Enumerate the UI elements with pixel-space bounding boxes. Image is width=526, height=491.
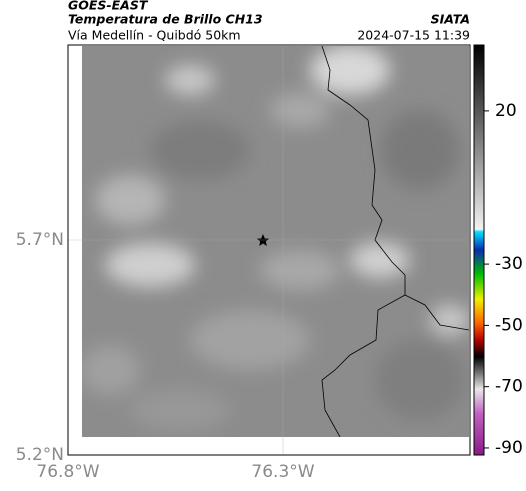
title: GOES-EAST [68,0,149,13]
colorbar-label: -70 [495,377,523,397]
map-frame [67,44,471,456]
colorbar-label: -90 [495,438,523,458]
timestamp: 2024-07-15 11:39 [357,28,470,43]
lat-label: 5.7°N [16,230,64,250]
source: SIATA [431,12,470,27]
location: Vía Medellín - Quibdó 50km [68,28,241,43]
lon-label: 76.8°W [36,462,99,482]
lat-label: 5.2°N [16,445,64,465]
subtitle: Temperatura de Brillo CH13 [68,12,263,27]
colorbar [473,44,485,456]
colorbar-label: 20 [495,101,517,121]
lon-label: 76.3°W [251,462,314,482]
satellite-image [82,46,469,437]
colorbar-label: -50 [495,315,523,335]
colorbar-label: -30 [495,254,523,274]
